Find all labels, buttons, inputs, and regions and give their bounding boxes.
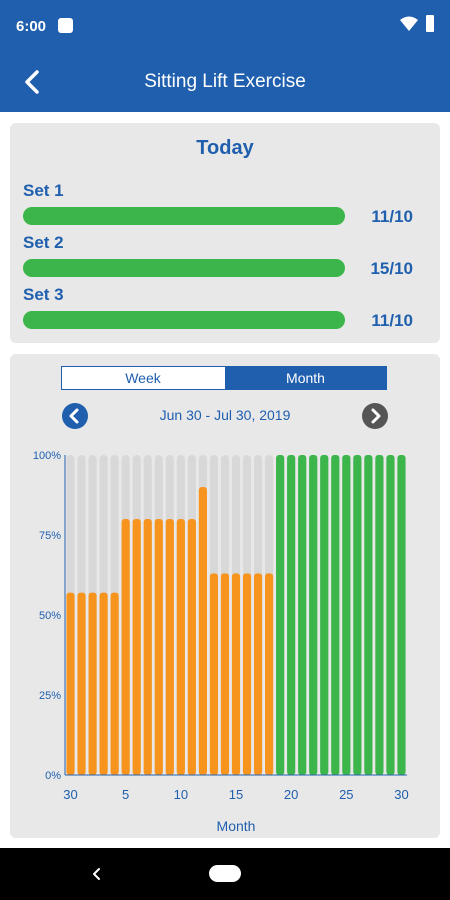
chart-x-tick-label: 5 [122, 787, 129, 802]
set-2-progress-bar [23, 259, 345, 277]
chart-bar [375, 455, 384, 775]
page-title: Sitting Lift Exercise [144, 71, 306, 92]
wifi-icon [400, 16, 418, 31]
chart-bar [187, 519, 196, 775]
chart-x-tick-label: 30 [63, 787, 77, 802]
chart-bar [110, 592, 119, 775]
chart-bar [88, 592, 97, 775]
status-time: 6:00 [16, 18, 47, 35]
next-period-button[interactable] [362, 403, 388, 429]
set-1-progress-bar [23, 207, 345, 225]
app-bar: Sitting Lift Exercise [0, 52, 450, 112]
date-range-label: Jun 30 - Jul 30, 2019 [159, 407, 291, 423]
set-1-value: 11/10 [371, 207, 413, 226]
set-2-label: Set 2 [23, 233, 64, 252]
chart-x-tick-label: 10 [174, 787, 188, 802]
tab-month[interactable]: Month [225, 367, 386, 389]
chart-x-tick-label: 25 [339, 787, 353, 802]
chart-bar [176, 519, 185, 775]
chart-x-tick-label: 20 [284, 787, 298, 802]
chart-bar [331, 455, 340, 775]
set-3-value: 11/10 [371, 311, 413, 330]
status-bar: 6:00 [0, 0, 450, 52]
period-toggle: Week Month [61, 366, 387, 390]
monthly-progress-chart: 0% 25% 50% 75% 100% 30 5 10 15 20 25 30 Month [33, 450, 409, 834]
chart-bar [143, 519, 152, 775]
chart-bar [287, 455, 296, 775]
battery-icon [426, 15, 434, 32]
chart-x-tick-label: 30 [394, 787, 408, 802]
chart-bar [121, 519, 130, 775]
chart-bar [198, 487, 207, 775]
chart-bar [342, 455, 351, 775]
chart-x-axis-label: Month [217, 818, 256, 834]
chart-bar [320, 455, 329, 775]
chart-y-tick-label: 75% [39, 530, 61, 542]
history-chart-card: Week Month Jun 30 - Jul 30, 2019 0% 25% 50… [10, 354, 440, 838]
chart-bar [265, 573, 274, 775]
chart-bar [132, 519, 141, 775]
tab-week[interactable]: Week [62, 367, 224, 389]
chart-bar [386, 455, 395, 775]
chart-bar [242, 573, 252, 775]
chart-y-tick-label: 0% [45, 770, 61, 782]
system-back-icon[interactable] [89, 865, 105, 883]
chart-bar [231, 573, 241, 775]
chart-y-tick-label: 100% [33, 450, 61, 462]
set-2-value: 15/10 [370, 259, 413, 278]
chart-bar [154, 519, 163, 775]
chart-bar [99, 592, 108, 775]
chart-bar [353, 455, 362, 775]
chart-bar [220, 573, 230, 775]
today-title: Today [196, 137, 254, 159]
previous-period-button[interactable] [62, 403, 88, 429]
chart-bar [165, 519, 174, 775]
chart-y-tick-label: 25% [39, 690, 61, 702]
chart-bar [209, 573, 219, 775]
chart-bar [276, 455, 285, 775]
chart-bar [309, 455, 318, 775]
chart-bar [77, 592, 86, 775]
set-1-label: Set 1 [23, 181, 64, 200]
chart-bar [397, 455, 406, 775]
set-3-progress-bar [23, 311, 345, 329]
chart-bar [364, 455, 373, 775]
chart-bar [253, 573, 263, 775]
back-arrow-icon[interactable] [22, 69, 46, 95]
set-3-label: Set 3 [23, 285, 64, 304]
chart-x-tick-label: 15 [229, 787, 243, 802]
notification-icon [58, 18, 73, 33]
chart-bar [66, 592, 75, 775]
chart-bar [298, 455, 307, 775]
system-nav-bar [0, 848, 450, 900]
chart-y-tick-label: 50% [39, 610, 61, 622]
today-card: Today Set 1 11/10 Set 2 15/10 Set 3 11/1… [10, 123, 440, 343]
system-home-button[interactable] [209, 865, 241, 882]
